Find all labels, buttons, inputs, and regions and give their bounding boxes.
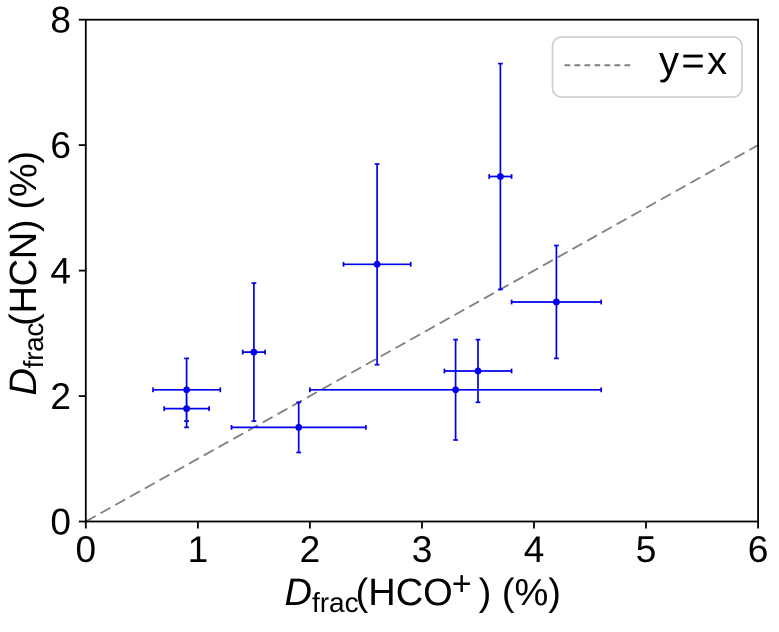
svg-text:Dfrac(HCO+) (%): Dfrac(HCO+) (%): [285, 565, 561, 618]
svg-text:1: 1: [188, 529, 209, 570]
svg-text:3: 3: [412, 529, 433, 570]
svg-text:0: 0: [76, 529, 97, 570]
svg-text:2: 2: [50, 376, 71, 417]
svg-text:5: 5: [636, 529, 657, 570]
svg-text:2: 2: [300, 529, 321, 570]
svg-text:4: 4: [50, 251, 71, 292]
svg-text:Dfrac(HCN) (%): Dfrac(HCN) (%): [3, 151, 49, 395]
svg-text:4: 4: [524, 529, 545, 570]
svg-text:y=x: y=x: [659, 39, 730, 83]
svg-text:0: 0: [50, 502, 71, 543]
svg-text:6: 6: [748, 529, 769, 570]
svg-text:8: 8: [50, 0, 71, 41]
svg-text:6: 6: [50, 125, 71, 166]
